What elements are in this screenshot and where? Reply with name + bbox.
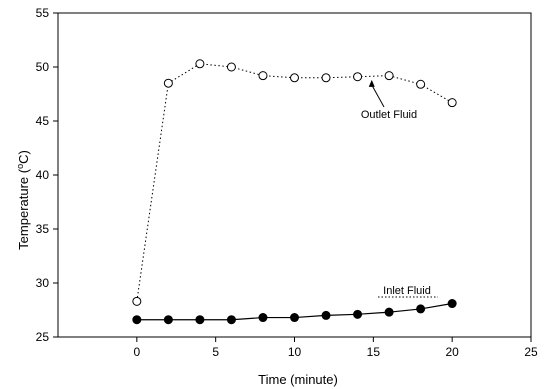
data-point — [290, 313, 299, 323]
data-point — [321, 73, 331, 83]
data-point — [132, 296, 142, 306]
outlet-arrow-head — [368, 79, 375, 87]
y-tick-label: 40 — [36, 168, 50, 182]
y-axis-title-end: C) — [16, 150, 31, 164]
data-point — [416, 304, 426, 314]
series-inlet-fluid — [132, 299, 457, 325]
y-tick-label: 55 — [36, 6, 50, 20]
y-tick-label: 35 — [36, 222, 50, 236]
data-point — [163, 315, 173, 325]
data-point — [195, 59, 205, 69]
annotation-layer: Outlet Fluid Inlet Fluid — [361, 79, 438, 298]
outlet-fluid-label: Outlet Fluid — [361, 109, 417, 121]
data-point — [416, 79, 426, 89]
y-tick-label: 45 — [36, 114, 50, 128]
y-axis-title-sup: o — [15, 164, 25, 169]
x-tick-label: 20 — [445, 345, 459, 359]
data-point — [163, 78, 173, 88]
data-point — [132, 315, 142, 325]
y-tick-label: 25 — [36, 330, 50, 344]
data-point — [226, 62, 236, 72]
x-tick-label: 5 — [212, 345, 219, 359]
y-axis-title: Temperature (oC) — [15, 150, 31, 250]
y-tick-label: 50 — [36, 60, 50, 74]
plot-border — [57, 12, 532, 338]
series-line — [136, 63, 453, 302]
x-tick-label: 15 — [367, 345, 381, 359]
y-tick-label: 30 — [36, 276, 50, 290]
inlet-fluid-label: Inlet Fluid — [383, 285, 431, 297]
x-tick-label: 0 — [133, 345, 140, 359]
data-point — [384, 307, 394, 317]
axis-ticks: 0 5 10 15 20 25 25 30 35 40 45 50 55 — [36, 6, 538, 359]
series-outlet-fluid — [132, 59, 457, 306]
data-point — [353, 309, 363, 319]
series-layer — [132, 59, 457, 325]
data-point — [384, 71, 394, 81]
x-axis-title: Time (minute) — [258, 372, 338, 387]
data-point — [258, 71, 268, 81]
x-tick-label: 10 — [288, 345, 302, 359]
data-point — [226, 315, 236, 325]
plot-frame — [57, 12, 532, 338]
outlet-arrow-line — [371, 84, 385, 108]
data-point — [447, 299, 457, 309]
data-point — [290, 73, 299, 83]
data-point — [353, 72, 363, 82]
data-point — [447, 98, 457, 108]
data-point — [195, 315, 205, 325]
data-point — [258, 313, 268, 323]
data-point — [321, 310, 331, 320]
y-axis-title-main: Temperature ( — [16, 168, 31, 250]
x-tick-label: 25 — [524, 345, 538, 359]
